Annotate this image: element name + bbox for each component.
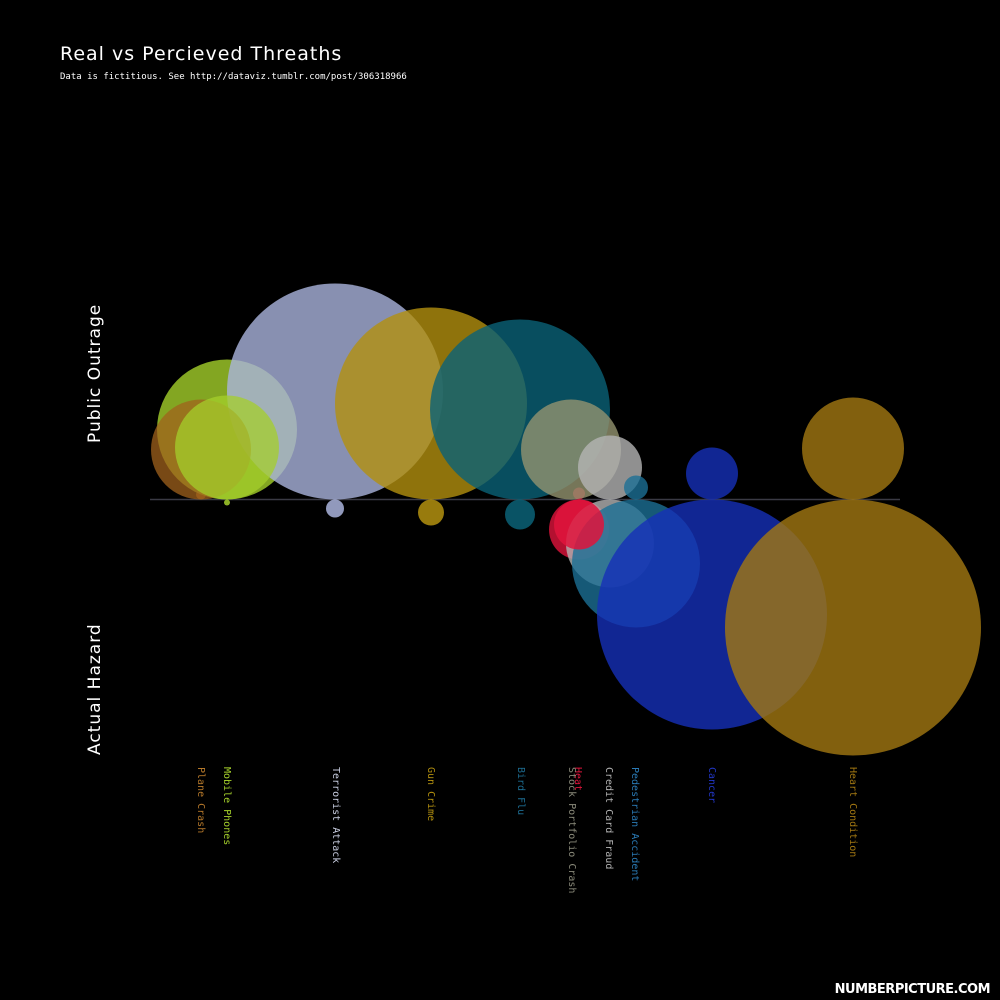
- outrage-bubble-pedestrian-accident: [624, 475, 648, 500]
- hazard-bubbles: [224, 499, 981, 756]
- category-label-mobile-phones: Mobile Phones: [221, 767, 232, 845]
- category-label-cancer: Cancer: [706, 767, 717, 803]
- hazard-inner-bubble-terrorist-attack: [326, 499, 344, 518]
- hazard-inner-bubble-gun-crime: [418, 499, 444, 526]
- category-label-credit-card-fraud: Credit Card Fraud: [603, 767, 614, 869]
- category-label-gun-crime: Gun Crime: [425, 767, 436, 821]
- outrage-bubbles: [151, 283, 904, 500]
- hazard-inner-bubble-mobile-phones: [224, 499, 230, 506]
- chart-subtitle: Data is fictitious. See http://dataviz.t…: [60, 72, 407, 82]
- public-outrage-axis-label: Public Outrage: [85, 304, 105, 443]
- chart-title: Real vs Percieved Threaths: [60, 43, 342, 65]
- outrage-inner-bubble-mobile-phones: [175, 395, 279, 500]
- brand-logo: NUMBERPICTURE.COM: [835, 982, 990, 997]
- category-label-heart-condition: Heart Condition: [847, 767, 858, 857]
- category-label-heat: Heat: [572, 767, 583, 791]
- hazard-inner-bubble-heat: [554, 499, 604, 550]
- category-labels: Plane Crash Mobile Phones Terrorist Attack…: [195, 767, 858, 893]
- category-label-plane-crash: Plane Crash: [195, 767, 206, 833]
- category-label-bird-flu: Bird Flu: [515, 767, 526, 815]
- outrage-bubble-cancer: [686, 447, 738, 500]
- category-label-pedestrian-accident: Pedestrian Accident: [629, 767, 640, 881]
- outrage-bubble-heart-condition: [802, 397, 904, 500]
- actual-hazard-axis-label: Actual Hazard: [85, 623, 105, 755]
- category-label-terrorist-attack: Terrorist Attack: [330, 767, 341, 863]
- hazard-bubble-heart-condition: [725, 499, 981, 756]
- category-label-stock-portfolio-crash: Stock Portfolio Crash: [566, 767, 577, 893]
- hazard-inner-bubble-bird-flu: [505, 499, 535, 530]
